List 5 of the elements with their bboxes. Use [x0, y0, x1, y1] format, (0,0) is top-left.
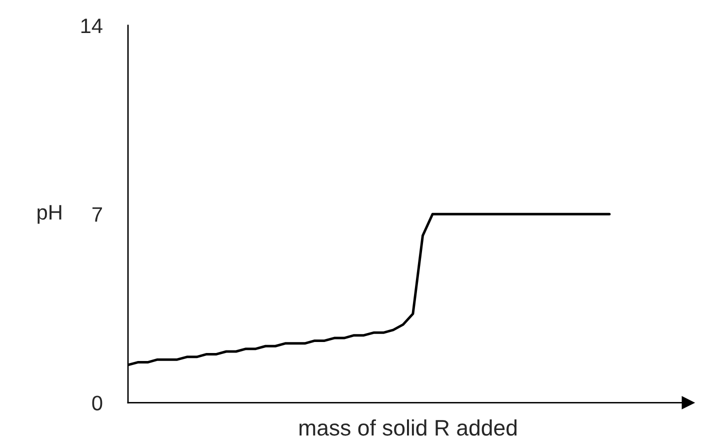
y-tick-label: 0	[92, 396, 102, 410]
x-axis-title: mass of solid R added	[300, 419, 517, 436]
y-tick-label: 14	[81, 18, 102, 34]
y-tick-label: 7	[92, 207, 102, 222]
y-axis-title: pH	[38, 205, 62, 224]
